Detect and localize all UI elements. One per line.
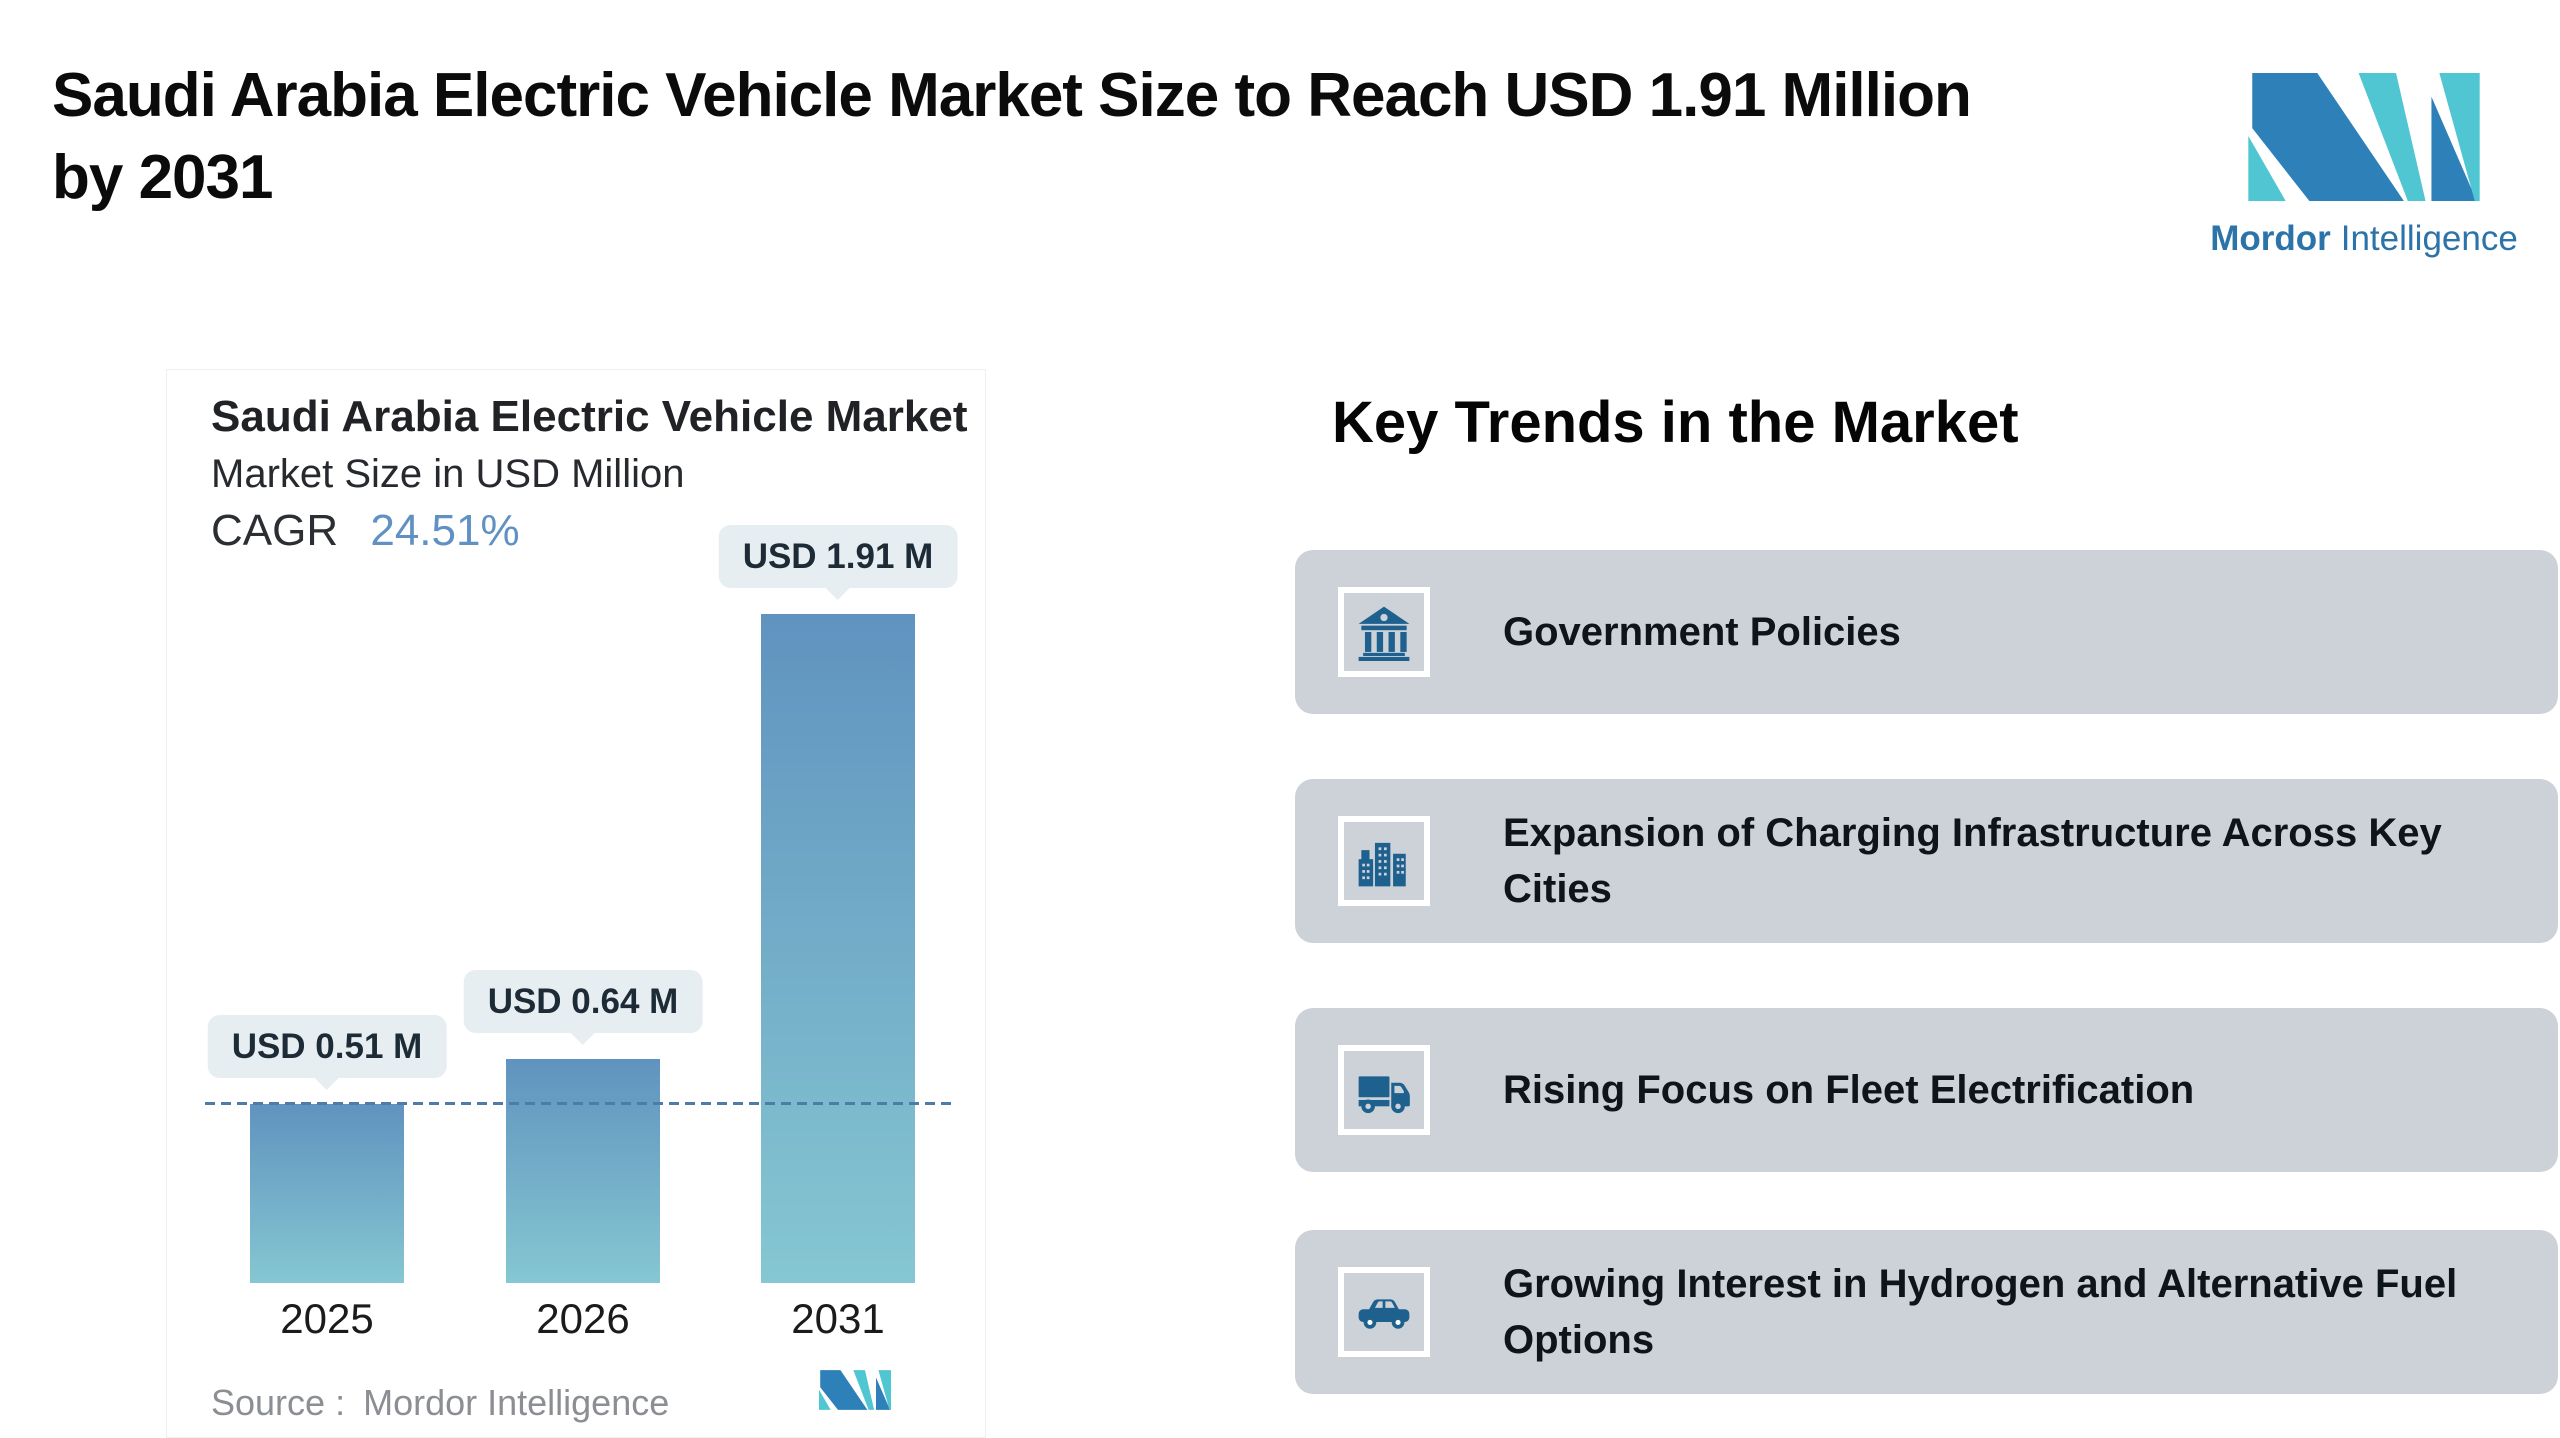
page-title: Saudi Arabia Electric Vehicle Market Siz… [52, 55, 2352, 219]
trend-icon-box [1338, 1267, 1430, 1357]
market-chart-card: Saudi Arabia Electric Vehicle Market Mar… [166, 369, 986, 1438]
reference-dashed-line [205, 1102, 951, 1105]
truck-icon [1358, 1076, 1410, 1114]
city-buildings-icon [1358, 842, 1406, 887]
trend-card: Growing Interest in Hydrogen and Alterna… [1295, 1230, 2558, 1394]
bar-value-tooltip-2025: USD 0.51 M [207, 1015, 447, 1078]
bar-value-tooltip-2031: USD 1.91 M [718, 525, 958, 588]
x-axis-label-2025: 2025 [280, 1295, 374, 1342]
source-line: Source : Mordor Intelligence [211, 1382, 669, 1424]
chart-title: Saudi Arabia Electric Vehicle Market [211, 392, 968, 441]
trend-label: Expansion of Charging Infrastructure Acr… [1503, 811, 2442, 911]
page-title-line1: Saudi Arabia Electric Vehicle Market Siz… [52, 61, 1972, 130]
trend-card: Expansion of Charging Infrastructure Acr… [1295, 779, 2558, 943]
bar-2031 [761, 614, 915, 1283]
source-value: Mordor Intelligence [363, 1382, 670, 1423]
bar-2026 [506, 1059, 660, 1283]
chart-subtitle: Market Size in USD Million [211, 452, 685, 496]
bank-icon [1358, 606, 1410, 661]
brand-name-light: Intelligence [2340, 219, 2518, 258]
mordor-logo-mark-icon [2248, 73, 2480, 201]
key-trends-heading: Key Trends in the Market [1332, 390, 2019, 455]
brand-name: Mordor Intelligence [2204, 219, 2524, 259]
trend-icon-box [1338, 816, 1430, 906]
trend-label: Growing Interest in Hydrogen and Alterna… [1503, 1262, 2458, 1362]
trend-card: Government Policies [1295, 550, 2558, 714]
trend-label: Rising Focus on Fleet Electrification [1503, 1068, 2195, 1112]
trend-icon-box [1338, 1045, 1430, 1135]
x-axis-label-2031: 2031 [791, 1295, 885, 1342]
trend-icon-box [1338, 587, 1430, 677]
mordor-logo-mark-icon-small [819, 1370, 891, 1410]
bar-value-tooltip-2026: USD 0.64 M [463, 970, 703, 1033]
car-icon [1358, 1299, 1410, 1329]
trend-label: Government Policies [1503, 610, 1901, 654]
bar-2025 [250, 1104, 404, 1283]
mordor-intelligence-logo: Mordor Intelligence [2204, 47, 2524, 317]
cagr-value: 24.51% [370, 506, 520, 555]
cagr-label: CAGR [211, 506, 339, 555]
source-prefix: Source : [211, 1382, 346, 1423]
cagr-row: CAGR 24.51% [211, 506, 520, 556]
page-title-line2: by 2031 [52, 143, 274, 212]
trend-card: Rising Focus on Fleet Electrification [1295, 1008, 2558, 1172]
brand-name-bold: Mordor [2210, 219, 2331, 258]
x-axis-label-2026: 2026 [536, 1295, 630, 1342]
